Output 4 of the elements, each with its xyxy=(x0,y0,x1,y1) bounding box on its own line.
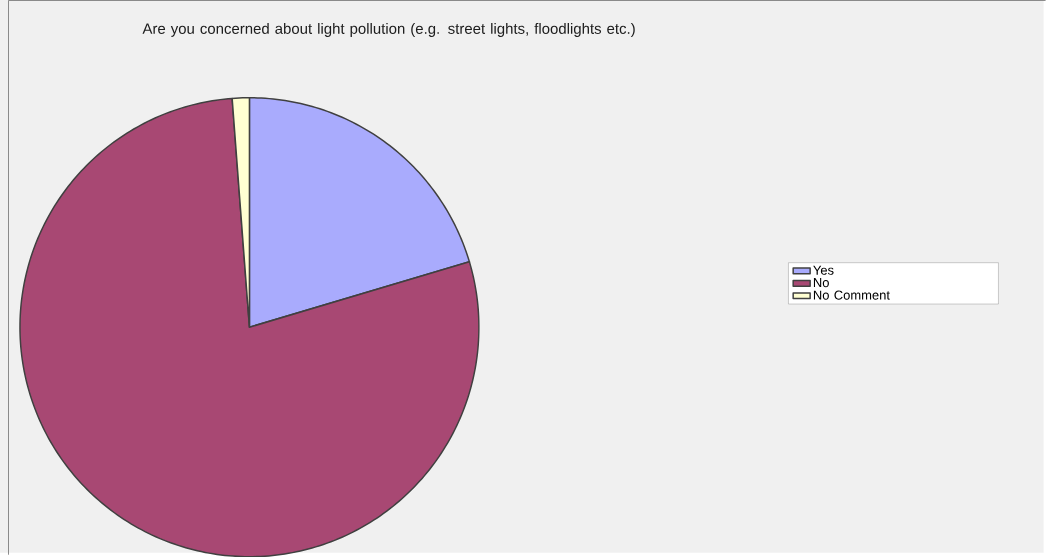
legend-label: No Comment xyxy=(813,290,890,300)
chart-title: Are you concerned about light pollution (e.g. street lights, floodlights etc.) xyxy=(142,22,635,37)
legend-label: Yes xyxy=(813,265,834,275)
legend-label: No xyxy=(813,277,829,287)
